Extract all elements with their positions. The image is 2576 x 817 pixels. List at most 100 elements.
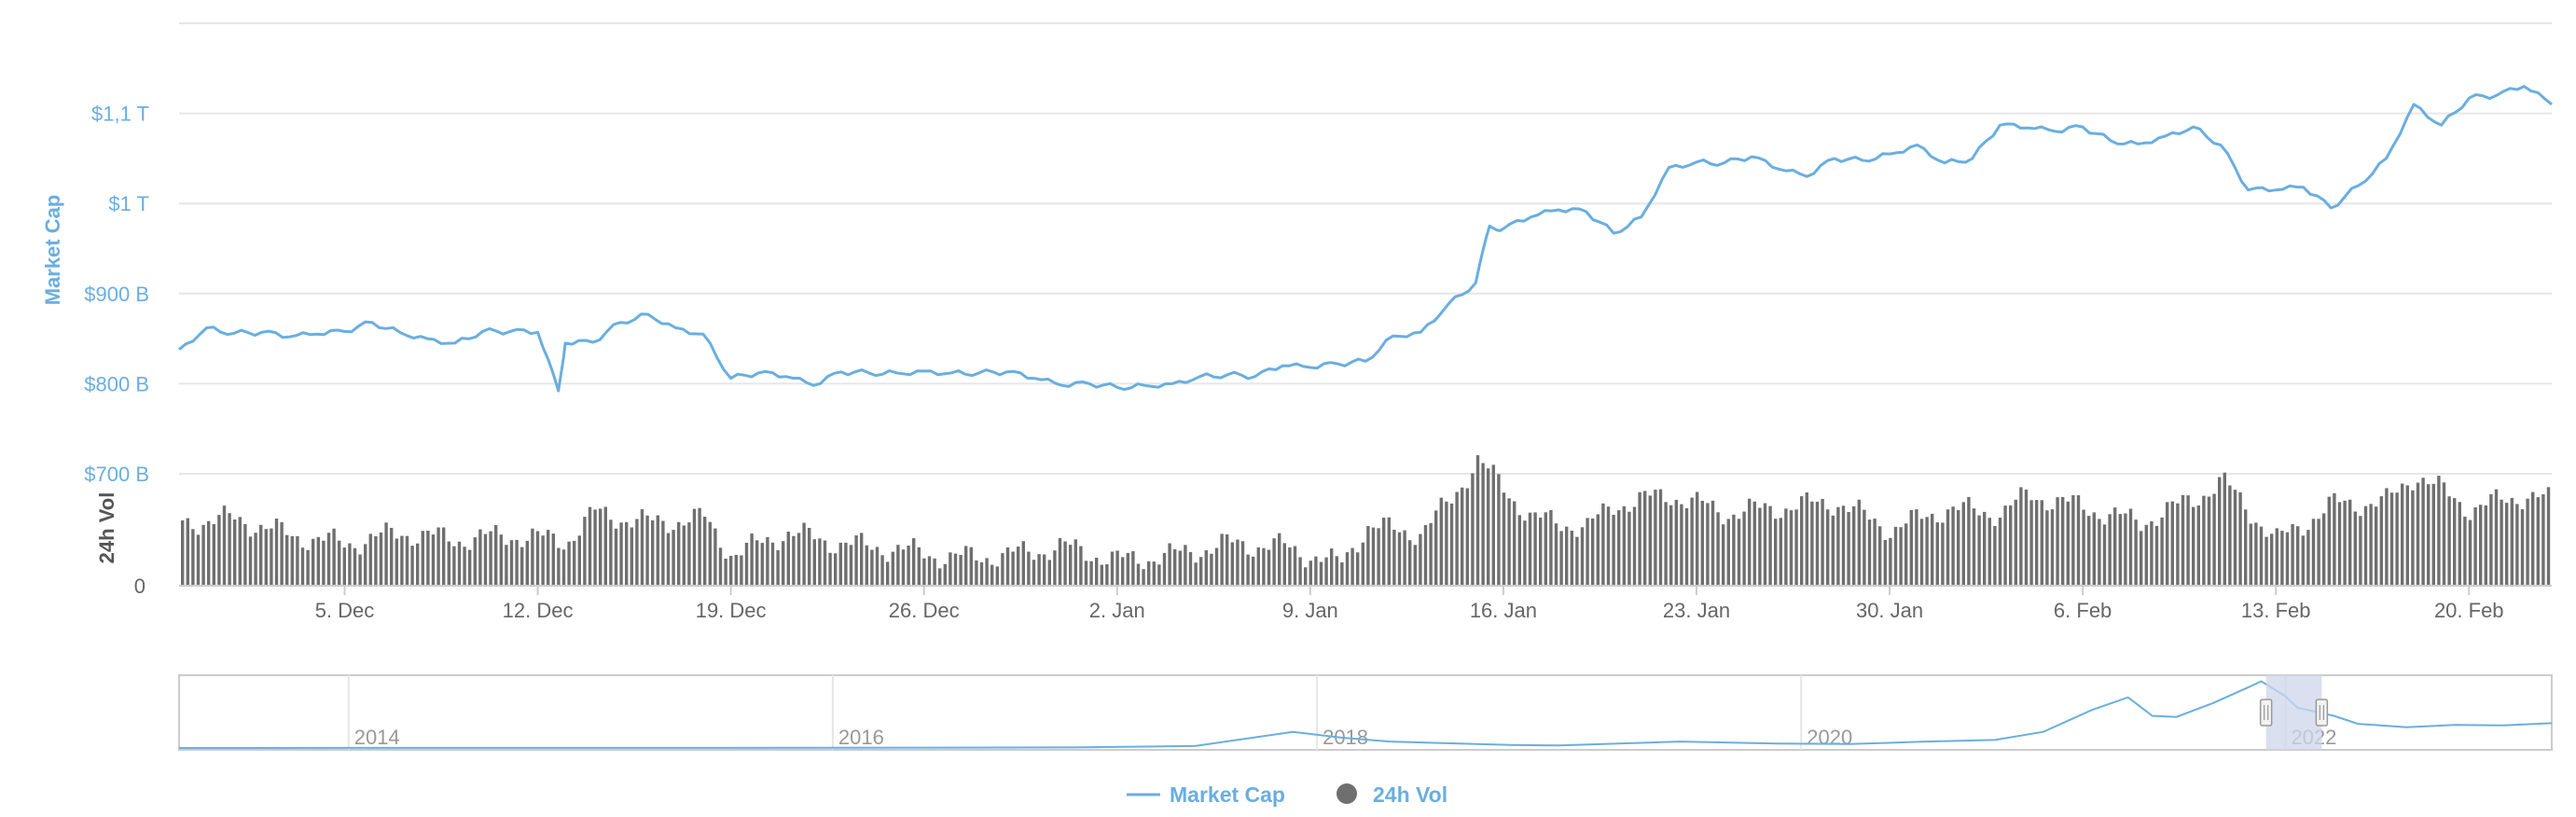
volume-bar[interactable] <box>1931 513 1934 586</box>
volume-bar[interactable] <box>1925 517 1929 586</box>
volume-bar[interactable] <box>2192 506 2195 586</box>
volume-bar[interactable] <box>1716 512 1720 586</box>
volume-bar[interactable] <box>786 532 790 586</box>
volume-bar[interactable] <box>1147 561 1151 586</box>
volume-bar[interactable] <box>567 541 571 586</box>
volume-bar[interactable] <box>1768 505 1772 586</box>
volume-bar[interactable] <box>901 549 906 586</box>
volume-bar[interactable] <box>531 528 534 586</box>
volume-bar[interactable] <box>1199 557 1203 586</box>
volume-bar[interactable] <box>348 543 352 587</box>
volume-bar[interactable] <box>374 536 378 586</box>
volume-bar[interactable] <box>640 509 644 586</box>
volume-bar[interactable] <box>520 547 524 586</box>
volume-bar[interactable] <box>505 545 508 586</box>
volume-bar[interactable] <box>1047 560 1051 586</box>
volume-bar[interactable] <box>1079 546 1083 587</box>
volume-bar[interactable] <box>1591 518 1595 586</box>
volume-bar[interactable] <box>2431 483 2435 586</box>
volume-bar[interactable] <box>1539 518 1543 586</box>
volume-bar[interactable] <box>426 531 430 586</box>
volume-bar[interactable] <box>656 515 659 587</box>
volume-bar[interactable] <box>2071 495 2075 586</box>
volume-bar[interactable] <box>2353 511 2357 587</box>
volume-bar[interactable] <box>2181 494 2185 586</box>
volume-bar[interactable] <box>1737 519 1741 586</box>
volume-bar[interactable] <box>2228 485 2232 587</box>
volume-bar[interactable] <box>1669 505 1673 586</box>
volume-bar[interactable] <box>1596 514 1600 586</box>
volume-bar[interactable] <box>2385 488 2389 586</box>
volume-bar[interactable] <box>483 533 488 586</box>
volume-bar[interactable] <box>692 508 697 586</box>
volume-bar[interactable] <box>2254 522 2258 586</box>
volume-bar[interactable] <box>1863 509 1866 586</box>
volume-bar[interactable] <box>2379 496 2383 586</box>
volume-bar[interactable] <box>186 518 189 586</box>
volume-bar[interactable] <box>201 524 205 586</box>
volume-bar[interactable] <box>358 554 362 587</box>
volume-bar[interactable] <box>1230 542 1234 586</box>
volume-bar[interactable] <box>588 506 592 586</box>
volume-bar[interactable] <box>1559 531 1563 586</box>
volume-bar[interactable] <box>2140 531 2143 586</box>
volume-bar[interactable] <box>561 549 566 586</box>
volume-bar[interactable] <box>2301 535 2305 586</box>
volume-bar[interactable] <box>1800 496 1804 586</box>
volume-bar[interactable] <box>854 535 858 586</box>
volume-bar[interactable] <box>1461 487 1464 586</box>
volume-bar[interactable] <box>326 533 331 586</box>
volume-bar[interactable] <box>1758 507 1762 587</box>
volume-bar[interactable] <box>1210 553 1213 586</box>
volume-bar[interactable] <box>285 534 289 586</box>
volume-bar[interactable] <box>1309 561 1312 586</box>
volume-bar[interactable] <box>1032 560 1036 586</box>
volume-bar[interactable] <box>1748 498 1752 586</box>
volume-bar[interactable] <box>1586 518 1589 586</box>
volume-bar[interactable] <box>1805 492 1808 586</box>
volume-bar[interactable] <box>473 537 477 586</box>
volume-bar[interactable] <box>744 543 749 586</box>
volume-bar[interactable] <box>2264 536 2268 586</box>
volume-bar[interactable] <box>1883 540 1887 586</box>
volume-bar[interactable] <box>2411 490 2415 586</box>
volume-bar[interactable] <box>875 547 879 586</box>
volume-bar[interactable] <box>2541 494 2545 586</box>
volume-bar[interactable] <box>2108 514 2112 586</box>
volume-bar[interactable] <box>379 532 383 586</box>
volume-bar[interactable] <box>2092 512 2096 586</box>
volume-bar[interactable] <box>2014 499 2017 586</box>
volume-bar[interactable] <box>2405 485 2409 586</box>
volume-bar[interactable] <box>2098 519 2101 586</box>
volume-bar[interactable] <box>1387 517 1391 586</box>
volume-bar[interactable] <box>405 535 409 586</box>
volume-bar[interactable] <box>1214 547 1219 587</box>
volume-bar[interactable] <box>2322 513 2326 586</box>
volume-bar[interactable] <box>1710 500 1715 586</box>
volume-bar[interactable] <box>332 528 336 586</box>
volume-bars[interactable] <box>181 455 2551 587</box>
volume-bar[interactable] <box>1465 488 1469 587</box>
volume-bar[interactable] <box>400 535 404 586</box>
volume-bar[interactable] <box>2389 492 2394 586</box>
volume-bar[interactable] <box>1100 564 1103 586</box>
volume-bar[interactable] <box>1194 562 1198 586</box>
volume-bar[interactable] <box>1789 510 1794 586</box>
volume-bar[interactable] <box>1110 551 1115 587</box>
volume-bar[interactable] <box>390 528 394 586</box>
volume-bar[interactable] <box>975 560 978 586</box>
volume-bar[interactable] <box>2401 483 2404 587</box>
volume-bar[interactable] <box>1987 518 1991 586</box>
volume-bar[interactable] <box>808 528 811 586</box>
volume-bar[interactable] <box>2442 482 2446 586</box>
volume-bar[interactable] <box>1335 556 1338 586</box>
volume-bar[interactable] <box>593 509 597 586</box>
volume-bar[interactable] <box>2154 525 2159 586</box>
volume-bar[interactable] <box>353 547 357 586</box>
volume-bar[interactable] <box>2050 509 2055 586</box>
volume-bar[interactable] <box>264 529 268 586</box>
volume-bar[interactable] <box>1554 523 1558 586</box>
volume-bar[interactable] <box>1449 503 1454 586</box>
volume-bar[interactable] <box>661 520 665 587</box>
volume-bar[interactable] <box>494 525 498 586</box>
